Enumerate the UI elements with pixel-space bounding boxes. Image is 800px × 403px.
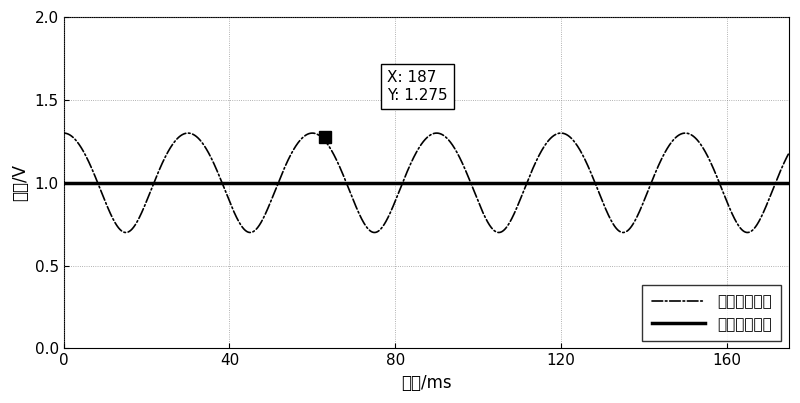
含分数次谐波 xyxy=(534,154,543,158)
含分数次谐波 xyxy=(150,178,160,183)
含分数次谐波 xyxy=(59,131,69,135)
含分数次谐波 xyxy=(734,224,744,229)
单纯正弦信号 xyxy=(59,181,69,185)
含分数次谐波 xyxy=(452,150,462,154)
含分数次谐波 xyxy=(742,230,752,235)
Line: 含分数次谐波: 含分数次谐波 xyxy=(64,133,800,233)
Legend: 含分数次谐波, 单纯正弦信号: 含分数次谐波, 单纯正弦信号 xyxy=(642,285,782,341)
含分数次谐波 xyxy=(76,145,86,150)
X-axis label: 时间/ms: 时间/ms xyxy=(401,374,451,392)
Text: X: 187
Y: 1.275: X: 187 Y: 1.275 xyxy=(387,71,447,103)
单纯正弦信号 xyxy=(63,181,73,185)
含分数次谐波 xyxy=(59,131,69,135)
含分数次谐波 xyxy=(769,186,778,191)
Y-axis label: 幅値/V: 幅値/V xyxy=(11,164,29,201)
